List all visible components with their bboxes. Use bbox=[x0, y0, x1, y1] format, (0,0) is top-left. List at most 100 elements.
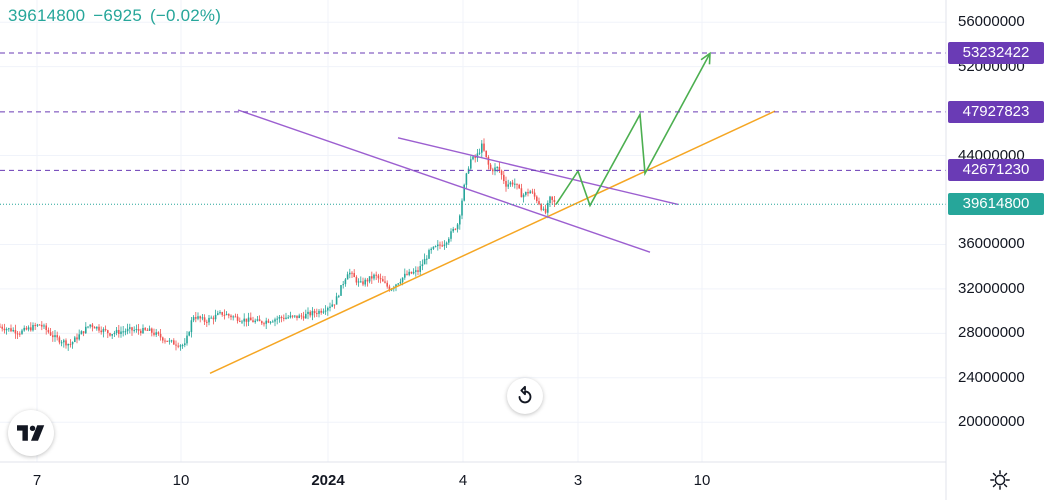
candle-body bbox=[536, 196, 538, 202]
candle-body bbox=[476, 153, 479, 159]
candle-body bbox=[454, 228, 457, 230]
candle-body bbox=[520, 188, 523, 198]
candle-body bbox=[157, 332, 160, 334]
candle-body bbox=[155, 332, 157, 335]
candle-body bbox=[19, 333, 21, 335]
candle-body bbox=[175, 344, 177, 346]
candle-body bbox=[41, 324, 43, 327]
candle-body bbox=[272, 321, 274, 323]
tradingview-logo[interactable] bbox=[8, 410, 54, 456]
candle-body bbox=[58, 337, 61, 343]
candle-body bbox=[544, 208, 547, 213]
candle-body bbox=[408, 271, 410, 275]
candle-body bbox=[144, 327, 146, 330]
candle-body bbox=[305, 313, 307, 319]
candle-body bbox=[1, 326, 3, 329]
candle-body bbox=[529, 191, 531, 194]
candle-body bbox=[368, 276, 371, 282]
candle-body bbox=[465, 173, 468, 185]
candle-body bbox=[49, 332, 52, 336]
candle-body bbox=[232, 316, 234, 318]
candle-body bbox=[148, 328, 151, 331]
candle-body bbox=[76, 337, 78, 340]
candle-body bbox=[421, 264, 424, 267]
candle-body bbox=[516, 183, 518, 185]
candle-body bbox=[316, 313, 318, 315]
gear-icon bbox=[990, 470, 1010, 490]
candle-body bbox=[496, 166, 498, 168]
candle-body bbox=[252, 320, 254, 323]
candle-body bbox=[371, 276, 373, 279]
candle-body bbox=[331, 304, 333, 307]
candle-body bbox=[170, 340, 173, 342]
candle-body bbox=[89, 324, 91, 327]
candle-body bbox=[199, 316, 201, 319]
x-tick-label: 4 bbox=[458, 472, 468, 489]
x-tick-label: 3 bbox=[573, 472, 583, 489]
candle-body bbox=[395, 284, 397, 288]
candle-body bbox=[404, 273, 406, 278]
candle-body bbox=[225, 314, 228, 316]
candle-body bbox=[239, 320, 241, 322]
candle-body bbox=[56, 335, 58, 338]
candle-body bbox=[164, 340, 166, 342]
candle-body bbox=[78, 334, 80, 340]
candle-body bbox=[63, 340, 65, 343]
candle-body bbox=[483, 143, 485, 151]
x-tick-label: 2024 bbox=[311, 472, 345, 489]
candle-body bbox=[25, 327, 28, 330]
candle-body bbox=[505, 181, 507, 187]
candle-body bbox=[3, 328, 6, 331]
candle-body bbox=[236, 316, 239, 321]
candle-body bbox=[547, 203, 549, 213]
trendlines bbox=[209, 51, 776, 375]
candle-body bbox=[254, 320, 256, 323]
candle-body bbox=[186, 335, 188, 344]
candle-body bbox=[43, 325, 45, 327]
candle-body bbox=[503, 174, 505, 182]
candle-body bbox=[135, 328, 138, 330]
candle-body bbox=[355, 277, 358, 283]
candle-body bbox=[217, 313, 219, 315]
candle-body bbox=[122, 331, 124, 333]
candle-body bbox=[432, 246, 435, 249]
candle-body bbox=[439, 244, 441, 246]
candle-body bbox=[228, 314, 230, 316]
price-level-label: 42671230 bbox=[948, 159, 1044, 182]
candle-body bbox=[87, 326, 89, 328]
candle-body bbox=[82, 331, 85, 334]
reset-chart-button[interactable] bbox=[507, 378, 543, 414]
y-tick-label: 36000000 bbox=[958, 235, 1025, 253]
candle-body bbox=[478, 152, 481, 154]
candle-body bbox=[522, 194, 525, 198]
candle-body bbox=[448, 238, 450, 243]
candle-body bbox=[98, 326, 100, 331]
reset-icon bbox=[518, 385, 532, 404]
candle-body bbox=[302, 316, 305, 319]
candle-body bbox=[131, 327, 133, 331]
candle-body bbox=[10, 328, 12, 332]
candle-body bbox=[23, 327, 25, 331]
candle-body bbox=[129, 327, 131, 329]
channel-lower-line bbox=[237, 109, 651, 253]
price-level-label: 47927823 bbox=[948, 100, 1044, 123]
candle-body bbox=[335, 296, 338, 305]
candle-body bbox=[177, 345, 179, 347]
chart-settings-button[interactable] bbox=[988, 468, 1012, 492]
candle-body bbox=[241, 321, 243, 323]
candle-body bbox=[327, 307, 329, 311]
candle-body bbox=[280, 316, 283, 318]
candle-body bbox=[494, 167, 496, 172]
candle-body bbox=[69, 343, 72, 345]
candle-body bbox=[8, 328, 10, 330]
candle-body bbox=[298, 315, 300, 319]
candle-body bbox=[269, 321, 272, 323]
y-tick-label: 32000000 bbox=[958, 279, 1025, 297]
candle-body bbox=[322, 311, 325, 313]
candle-body bbox=[470, 159, 472, 169]
candle-body bbox=[300, 315, 303, 317]
candle-body bbox=[525, 192, 527, 195]
candle-body bbox=[100, 330, 102, 333]
candle-body bbox=[309, 311, 311, 316]
